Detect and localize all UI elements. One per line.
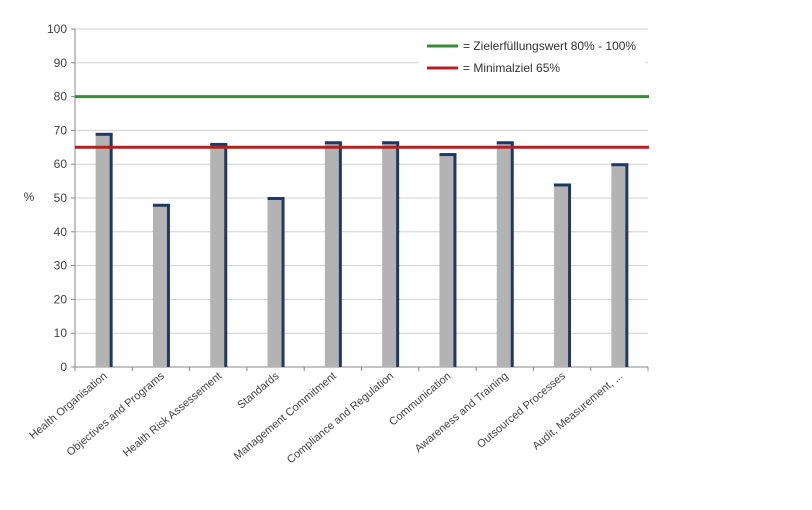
bar-face bbox=[439, 154, 456, 367]
bar-top bbox=[496, 141, 514, 145]
y-tick-label: 30 bbox=[54, 259, 68, 273]
bar bbox=[95, 132, 113, 367]
bar-face bbox=[554, 184, 571, 367]
y-tick-label: 90 bbox=[54, 56, 68, 70]
bar-face bbox=[496, 142, 513, 367]
x-tick-label: Awareness and Training bbox=[413, 370, 511, 455]
bar-side bbox=[510, 142, 514, 367]
bar-face bbox=[210, 143, 227, 367]
bar bbox=[267, 197, 285, 367]
bar-face bbox=[611, 164, 628, 367]
bar-side bbox=[568, 184, 572, 367]
bar-top bbox=[210, 142, 228, 146]
bar-face bbox=[95, 133, 112, 367]
bar bbox=[496, 141, 514, 367]
y-tick-labels: 0 10 20 30 40 50 60 70 80 90 100 bbox=[47, 22, 67, 374]
y-tick-label: 10 bbox=[54, 326, 68, 340]
bar-top bbox=[267, 197, 285, 200]
x-tick-label: Standards bbox=[235, 370, 282, 412]
y-tick-label: 0 bbox=[60, 360, 67, 374]
x-tick-label: Compliance and Regulation bbox=[285, 370, 396, 466]
bar-top bbox=[611, 163, 629, 167]
legend-background bbox=[418, 36, 646, 80]
y-tick-label: 100 bbox=[47, 22, 67, 36]
x-tick-label: Health Risk Assessement bbox=[121, 370, 224, 459]
bar-face bbox=[152, 204, 169, 367]
bar-side bbox=[224, 143, 228, 367]
y-tick-label: 60 bbox=[54, 157, 68, 171]
legend-label-target: = Zielerfüllungswert 80% - 100% bbox=[463, 39, 636, 53]
bars bbox=[95, 132, 629, 367]
bar-side bbox=[281, 198, 285, 367]
bar-face bbox=[324, 142, 341, 367]
y-axis-label: % bbox=[24, 190, 35, 204]
x-tick-label: Management Commitment bbox=[232, 370, 339, 463]
bar-top bbox=[95, 132, 113, 136]
bar-side bbox=[453, 154, 457, 367]
bar-side bbox=[625, 164, 629, 367]
bar-side bbox=[109, 133, 113, 367]
bar-top bbox=[439, 153, 457, 157]
bar bbox=[611, 163, 629, 367]
bar-top bbox=[152, 203, 170, 207]
legend-label-minimum: = Minimalziel 65% bbox=[463, 61, 560, 75]
axes: % bbox=[24, 29, 648, 368]
y-tick-label: 70 bbox=[54, 123, 68, 137]
legend: = Zielerfüllungswert 80% - 100% = Minima… bbox=[418, 36, 646, 80]
bar bbox=[554, 183, 572, 367]
x-tick-label: Objectives and Programs bbox=[65, 370, 168, 459]
y-tick-label: 50 bbox=[54, 191, 68, 205]
bar bbox=[210, 142, 228, 367]
bar-top bbox=[324, 141, 342, 145]
bar-side bbox=[338, 142, 342, 367]
bar-side bbox=[396, 142, 400, 367]
bar bbox=[152, 203, 170, 367]
bar-top bbox=[554, 183, 572, 187]
bar-top bbox=[382, 141, 400, 145]
y-tick-label: 80 bbox=[54, 90, 68, 104]
bar bbox=[382, 141, 400, 367]
reference-lines bbox=[75, 95, 649, 149]
y-tick-label: 40 bbox=[54, 225, 68, 239]
y-tick-label: 20 bbox=[54, 292, 68, 306]
bar bbox=[439, 153, 457, 367]
bar-face bbox=[267, 198, 284, 367]
bar-side bbox=[166, 204, 170, 367]
bar bbox=[324, 141, 342, 367]
bar-face bbox=[382, 142, 399, 367]
